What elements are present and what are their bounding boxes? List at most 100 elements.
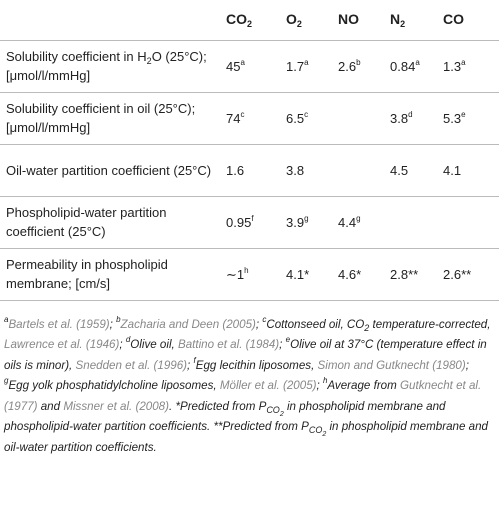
text-segment: Lawrence et al. (1946) — [4, 338, 120, 351]
text-segment: ; — [465, 358, 469, 372]
text-segment: Gutknecht et al. (1977) — [4, 379, 482, 413]
cell-note: a — [304, 57, 309, 67]
cell-value: 45 — [226, 58, 241, 74]
text-segment: e — [285, 335, 291, 344]
cell-value: 4.5 — [390, 162, 409, 178]
column-header: N2 — [384, 0, 437, 40]
cell-note: c — [240, 109, 245, 119]
text-segment: Bartels et al. (1959) — [8, 317, 110, 331]
value-cell: ∼1h — [220, 248, 280, 300]
value-cell — [437, 196, 499, 248]
text-segment: g — [4, 376, 9, 385]
cell-value: 2.8** — [390, 266, 419, 282]
text-segment: ; — [109, 317, 117, 331]
text-segment: ; — [279, 338, 286, 351]
cell-value: 5.3 — [443, 110, 462, 126]
cell-value: 3.9 — [286, 214, 305, 230]
column-header: CO2 — [220, 0, 280, 40]
header-text: NO — [338, 11, 359, 28]
cell-value: ∼1 — [226, 266, 245, 282]
text-segment: h — [322, 376, 328, 385]
text-segment: d — [125, 335, 131, 344]
text-segment: 2 — [322, 431, 327, 438]
table-row: Solubility coefficient in oil (25°C); [μ… — [0, 92, 499, 144]
cell-value: 1.6 — [226, 162, 245, 178]
cell-value: 3.8 — [286, 162, 305, 178]
text-segment: temperature-corrected, — [369, 317, 491, 331]
text-segment: Olive oil at 37°C (temperature effect in… — [4, 338, 487, 372]
table-row: Phospholipid-water partition coefficient… — [0, 196, 499, 248]
header-sub: 2 — [247, 19, 253, 30]
table-body: Solubility coefficient in H2O (25°C); [μ… — [0, 40, 499, 300]
header-text: CO — [226, 11, 247, 28]
text-segment: Average from — [327, 379, 401, 392]
value-cell — [332, 144, 384, 196]
text-segment: ; — [316, 379, 323, 392]
value-cell: 0.95f — [220, 196, 280, 248]
value-cell: 4.5 — [384, 144, 437, 196]
value-cell: 45a — [220, 40, 280, 92]
text-segment: Solubility coefficient in H — [6, 49, 147, 64]
value-cell: 1.6 — [220, 144, 280, 196]
cell-value: 2.6** — [443, 266, 472, 282]
header-sub: 2 — [400, 19, 406, 30]
value-cell: 4.1 — [437, 144, 499, 196]
text-segment: CO — [308, 425, 323, 435]
cell-note: b — [356, 57, 361, 67]
column-header: NO — [332, 0, 384, 40]
value-cell: 5.3e — [437, 92, 499, 144]
row-label: Solubility coefficient in H2O (25°C); [μ… — [0, 40, 220, 92]
footnotes: aBartels et al. (1959); bZacharia and De… — [0, 301, 499, 459]
text-segment: Möller et al. (2005) — [219, 379, 317, 392]
text-segment: c — [262, 314, 267, 324]
text-segment: Solubility coefficient in oil (25°C); [μ… — [6, 101, 196, 135]
cell-note: g — [356, 213, 361, 223]
table-row: Solubility coefficient in H2O (25°C); [μ… — [0, 40, 499, 92]
value-cell: 3.9g — [280, 196, 332, 248]
text-segment: ; — [255, 317, 263, 331]
value-cell: 2.6b — [332, 40, 384, 92]
cell-note: a — [415, 57, 420, 67]
text-segment: 2 — [279, 410, 284, 418]
text-segment: in phospholipid membrane and oil-water p… — [4, 420, 489, 454]
cell-value: 1.7 — [286, 58, 305, 74]
text-segment: **Predicted from P — [213, 420, 309, 433]
text-segment: O (25°C); [μmol/l/mmHg] — [6, 49, 207, 83]
row-label: Permeability in phospholipid membrane; [… — [0, 248, 220, 300]
value-cell: 4.4g — [332, 196, 384, 248]
text-segment: Phospholipid-water partition coefficient… — [6, 205, 167, 239]
cell-note: d — [408, 109, 413, 119]
cell-value: 2.6 — [338, 58, 357, 74]
text-segment: *Predicted from P — [175, 399, 267, 413]
header-text: O — [286, 11, 297, 28]
cell-value: 4.1 — [443, 162, 462, 178]
text-segment: f — [193, 355, 196, 365]
value-cell: 74c — [220, 92, 280, 144]
cell-note: g — [304, 213, 309, 223]
cell-note: a — [240, 57, 245, 67]
value-cell: 0.84a — [384, 40, 437, 92]
header-row: CO2 O2 NO N2 CO — [0, 0, 499, 40]
column-header: O2 — [280, 0, 332, 40]
text-segment: b — [116, 314, 121, 324]
value-cell — [384, 196, 437, 248]
text-segment: 2 — [146, 56, 152, 66]
cell-note: e — [461, 109, 466, 119]
text-segment: Olive oil, — [130, 338, 178, 351]
table-row: Permeability in phospholipid membrane; [… — [0, 248, 499, 300]
table-row: Oil-water partition coefficient (25°C) 1.… — [0, 144, 499, 196]
value-cell: 1.3a — [437, 40, 499, 92]
header-text: CO — [443, 11, 464, 28]
header-text: N — [390, 11, 401, 28]
text-segment: Simon and Gutknecht (1980) — [317, 358, 466, 372]
data-table: CO2 O2 NO N2 CO Solubility coefficient in H2… — [0, 0, 499, 300]
header-sub: 2 — [296, 19, 302, 30]
cell-value: 3.8 — [390, 110, 409, 126]
text-segment: Egg yolk phosphatidylcholine liposomes, — [8, 379, 220, 392]
text-segment: and — [37, 399, 64, 413]
cell-value: 4.4 — [338, 214, 357, 230]
value-cell: 2.8** — [384, 248, 437, 300]
text-segment: Missner et al. (2008) — [63, 399, 169, 413]
cell-value: 0.95 — [226, 214, 252, 230]
